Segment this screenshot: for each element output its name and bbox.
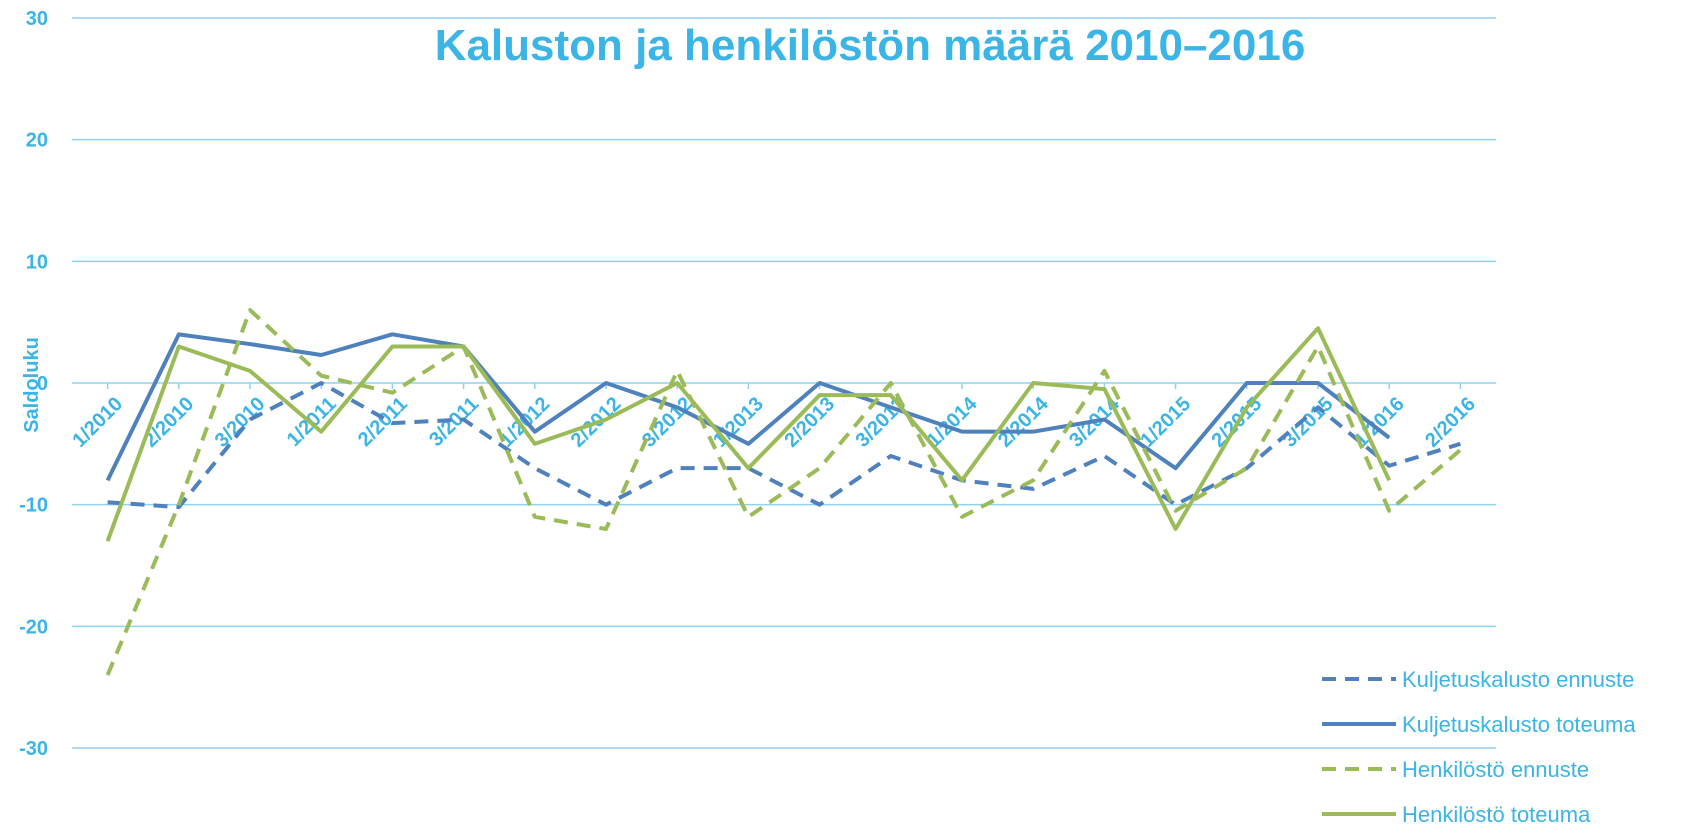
- x-tick-label: 3/2010: [211, 393, 270, 452]
- y-tick-label: 0: [37, 373, 48, 395]
- series-line: [105, 326, 1392, 542]
- x-tick-label: 1/2013: [709, 393, 768, 452]
- y-tick-label: -30: [19, 738, 48, 760]
- series-line: [105, 332, 1391, 482]
- chart-title: Kaluston ja henkilöstön määrä 2010–2016: [435, 21, 1306, 70]
- y-tick-label: 10: [26, 251, 48, 273]
- series-line: [107, 381, 1461, 510]
- legend-label: Kuljetuskalusto ennuste: [1402, 667, 1634, 692]
- legend-label: Henkilöstö toteuma: [1402, 802, 1591, 827]
- y-tick-label: -20: [19, 616, 48, 638]
- series-line: [105, 308, 1462, 676]
- y-tick-label: -10: [19, 495, 48, 517]
- y-axis-title: Saldoluku: [21, 337, 43, 433]
- legend-label: Henkilöstö ennuste: [1402, 757, 1589, 782]
- y-tick-label: 20: [26, 130, 48, 152]
- x-tick-label: 2/2013: [780, 393, 839, 452]
- x-tick-label: 1/2015: [1136, 393, 1195, 452]
- x-tick-label: 3/2011: [425, 393, 483, 451]
- x-tick-label: 2/2010: [140, 393, 199, 452]
- x-tick-label: 2/2016: [1421, 393, 1480, 452]
- y-tick-label: 30: [26, 8, 48, 30]
- legend-label: Kuljetuskalusto toteuma: [1402, 712, 1636, 737]
- x-tick-label: 1/2010: [68, 393, 127, 452]
